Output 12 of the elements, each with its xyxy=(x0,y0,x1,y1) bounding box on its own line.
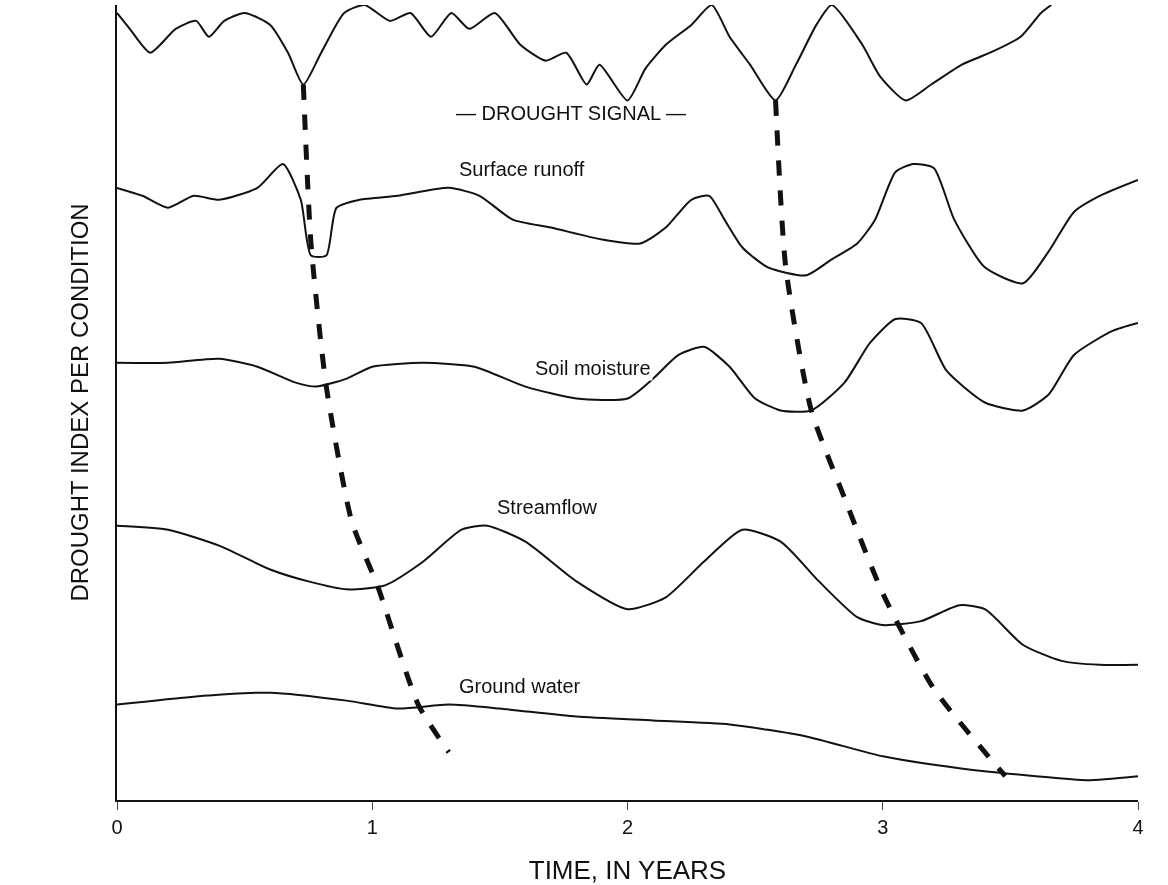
x-tick-label: 0 xyxy=(111,816,123,838)
x-axis-title: TIME, IN YEARS xyxy=(528,855,727,885)
series-label: Ground water xyxy=(459,675,581,697)
series-label: Streamflow xyxy=(497,496,598,518)
y-axis-title: DROUGHT INDEX PER CONDITION xyxy=(65,203,93,602)
annotation: — DROUGHT SIGNAL — xyxy=(456,102,687,124)
series-label: Soil moisture xyxy=(535,357,651,379)
x-tick-label: 1 xyxy=(366,816,378,838)
x-tick-label: 2 xyxy=(621,816,634,838)
x-tick-label: 3 xyxy=(877,816,889,838)
series-label: Surface runoff xyxy=(459,158,585,180)
x-tick-label: 4 xyxy=(1132,816,1144,838)
